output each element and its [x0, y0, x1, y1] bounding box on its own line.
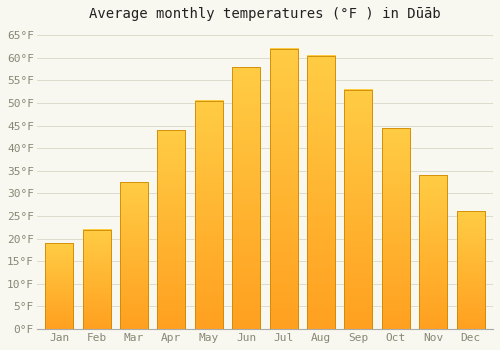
Bar [419, 175, 447, 329]
Bar [344, 90, 372, 329]
Bar [45, 243, 73, 329]
Bar [307, 56, 335, 329]
Title: Average monthly temperatures (°F ) in Dūāb: Average monthly temperatures (°F ) in Dū… [89, 7, 441, 21]
Bar [456, 211, 484, 329]
Bar [120, 182, 148, 329]
Bar [382, 128, 410, 329]
Bar [232, 67, 260, 329]
Bar [158, 130, 186, 329]
Bar [82, 230, 110, 329]
Bar [195, 101, 223, 329]
Bar [270, 49, 297, 329]
